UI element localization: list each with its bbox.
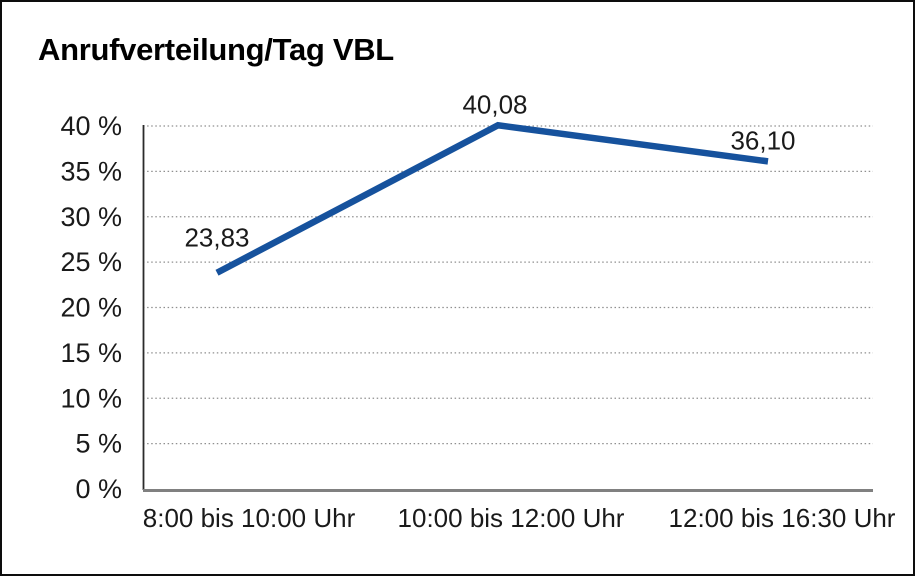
data-label: 23,83 <box>184 223 249 253</box>
data-series-line <box>215 121 769 276</box>
data-label: 36,10 <box>730 125 795 155</box>
x-axis-label: 8:00 bis 10:00 Uhr <box>143 503 356 533</box>
y-tick-label: 0 % <box>75 474 122 504</box>
y-tick-label: 40 % <box>60 111 122 141</box>
y-tick-label: 5 % <box>75 429 122 459</box>
x-axis-label: 12:00 bis 16:30 Uhr <box>669 503 896 533</box>
y-tick-label: 35 % <box>60 156 122 186</box>
y-tick-label: 10 % <box>60 383 122 413</box>
y-tick-label: 20 % <box>60 293 122 323</box>
y-tick-label: 25 % <box>60 247 122 277</box>
y-tick-label: 15 % <box>60 338 122 368</box>
chart-title: Anrufverteilung/Tag VBL <box>38 32 394 67</box>
data-label: 40,08 <box>462 89 527 119</box>
y-tick-label: 30 % <box>60 202 122 232</box>
x-axis-label: 10:00 bis 12:00 Uhr <box>398 503 625 533</box>
